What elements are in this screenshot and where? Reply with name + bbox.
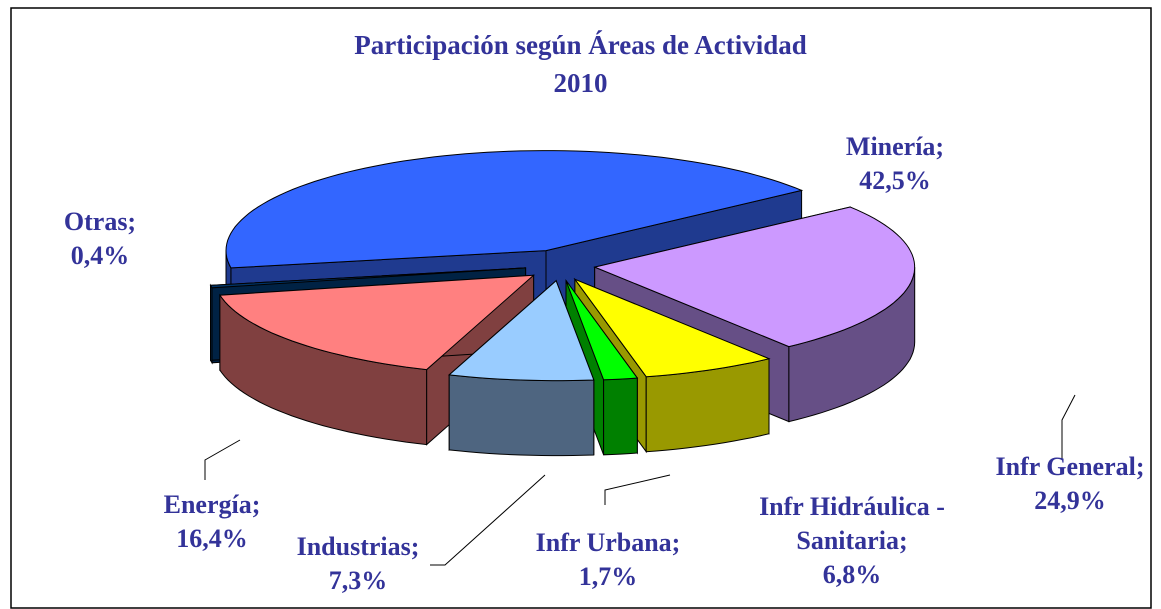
leader-line (604, 474, 671, 505)
data-label: Infr Urbana; 1,7% (498, 526, 718, 594)
data-label: Infr Hidráulica - Sanitaria; 6,8% (727, 490, 977, 592)
category-label: Energía; (163, 490, 261, 519)
category-label: Infr General; (995, 452, 1145, 481)
data-label: Industrias; 7,3% (258, 530, 458, 598)
category-label: Infr Urbana; (535, 528, 681, 557)
leader-line (1061, 394, 1076, 460)
data-label: Infr General; 24,9% (960, 450, 1161, 518)
value-label: 42,5% (859, 166, 931, 195)
category-label: Industrias; (296, 532, 420, 561)
slice (225, 150, 804, 269)
category-label: Minería; (845, 132, 945, 161)
slice (448, 279, 595, 382)
slice-outer-wall (448, 374, 595, 457)
slice (573, 278, 771, 378)
category-label: Otras; (63, 207, 137, 236)
leader-lines (204, 394, 1076, 566)
slice (209, 267, 526, 289)
category-label: Infr Hidráulica - Sanitaria; (759, 492, 945, 555)
chart-title: Participación según Áreas de Actividad (354, 30, 807, 60)
value-label: 0,4% (70, 241, 130, 270)
frame (10, 7, 1152, 609)
data-label: Energía; 16,4% (112, 488, 312, 556)
chart-subtitle: 2010 (553, 68, 608, 98)
slice (448, 279, 595, 457)
slice (593, 206, 916, 348)
slice (565, 280, 639, 381)
leader-line (204, 439, 241, 480)
slice-outer-wall (210, 283, 213, 365)
value-label: 7,3% (328, 566, 388, 595)
slice (218, 274, 536, 371)
value-label: 1,7% (578, 562, 638, 591)
data-label: Otras; 0,4% (20, 205, 180, 273)
value-label: 6,8% (822, 560, 882, 589)
value-label: 24,9% (1034, 486, 1106, 515)
slice-outer-wall (603, 377, 638, 456)
leader-line (430, 474, 546, 566)
data-label: Minería; 42,5% (785, 130, 1005, 198)
value-label: 16,4% (176, 524, 248, 553)
